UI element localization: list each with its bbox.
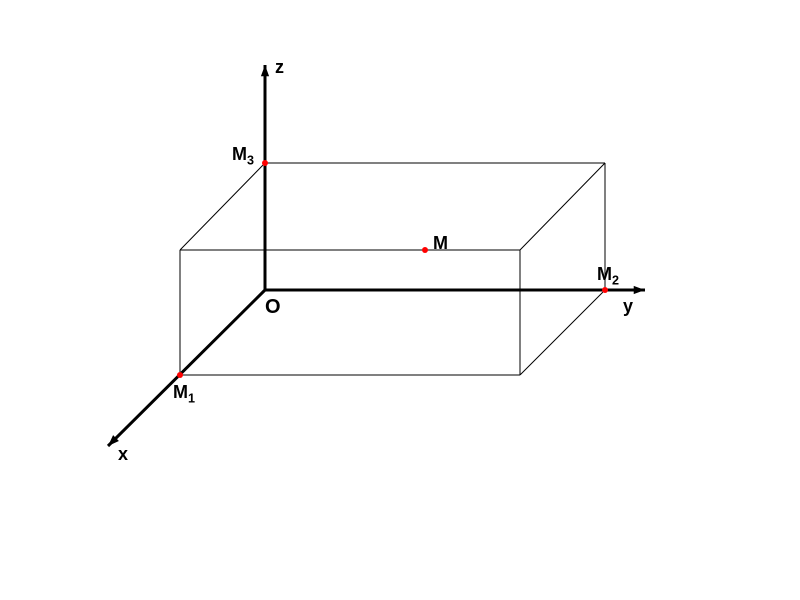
coordinate-diagram — [0, 0, 800, 600]
z-axis-label: z — [275, 57, 284, 78]
point-label-M1: M1 — [173, 382, 195, 406]
origin-label: O — [265, 296, 281, 319]
point-label-M3: M3 — [232, 144, 254, 168]
y-axis-label: y — [623, 296, 633, 317]
point-label-M: M — [433, 233, 448, 254]
point-label-M2: M2 — [597, 264, 619, 288]
x-axis-label: x — [118, 444, 128, 465]
